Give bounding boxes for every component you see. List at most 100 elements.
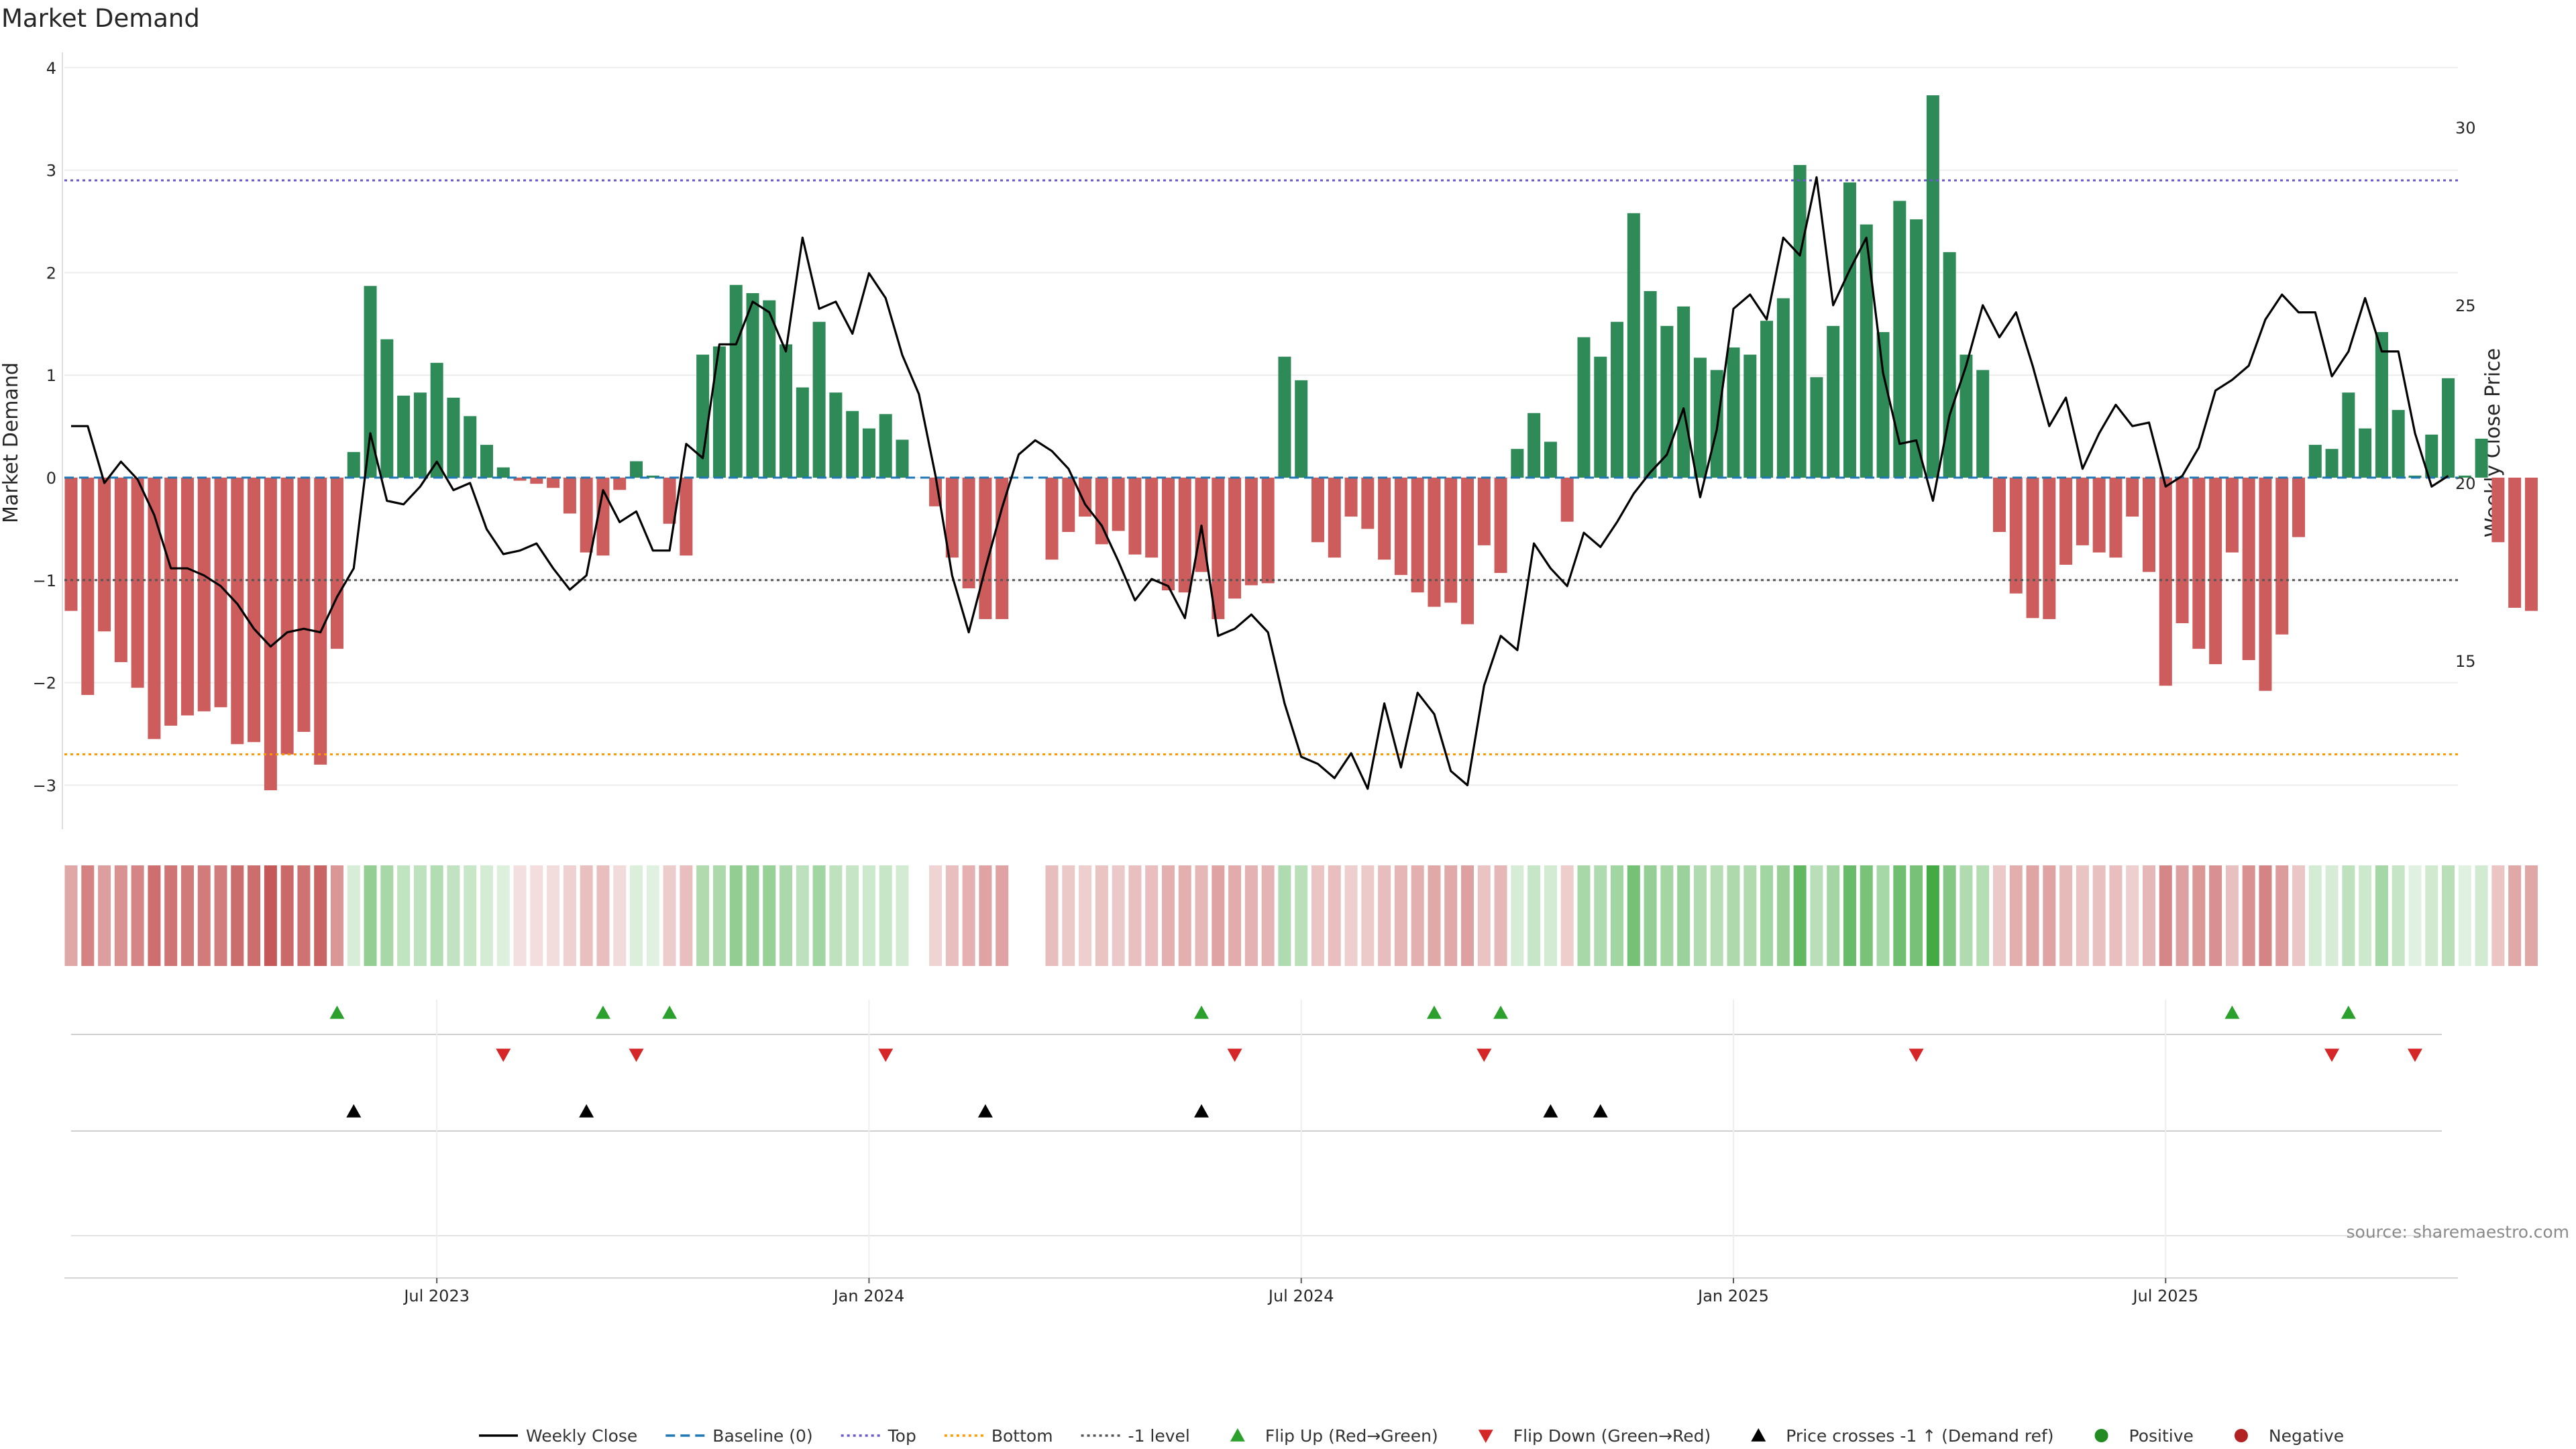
price-cross-marker	[977, 1104, 993, 1118]
demand-bar	[2126, 478, 2139, 517]
heat-cell	[447, 865, 460, 966]
demand-bar	[1112, 478, 1125, 531]
demand-bar	[879, 414, 892, 478]
demand-bar	[1295, 380, 1308, 478]
heat-cell	[1344, 865, 1358, 966]
demand-bar	[380, 339, 394, 478]
demand-bar	[2375, 332, 2388, 478]
heat-cell	[2092, 865, 2106, 966]
demand-bar	[2275, 478, 2289, 635]
heat-cell	[2342, 865, 2355, 966]
demand-bar	[1577, 337, 1591, 478]
demand-bar	[2076, 478, 2089, 545]
heat-cell	[1843, 865, 1856, 966]
demand-bar	[1827, 325, 1840, 478]
heat-cell	[2508, 865, 2522, 966]
heat-cell	[2009, 865, 2023, 966]
legend-label: Bottom	[991, 1426, 1053, 1446]
demand-bar	[1461, 478, 1474, 625]
legend-label: Positive	[2129, 1426, 2194, 1446]
heat-cell	[979, 865, 992, 966]
heat-cell	[496, 865, 510, 966]
demand-bar	[2442, 378, 2455, 478]
demand-bar	[2176, 478, 2189, 623]
heat-cell	[1976, 865, 1990, 966]
demand-bar	[1311, 478, 1324, 543]
heat-cell	[2524, 865, 2538, 966]
heat-cell	[214, 865, 227, 966]
demand-bar	[264, 478, 277, 791]
demand-bar	[2092, 478, 2106, 553]
demand-bar	[1943, 252, 1956, 478]
heat-cell	[1461, 865, 1474, 966]
heat-cell	[1128, 865, 1142, 966]
heat-cell	[1095, 865, 1108, 966]
heat-cell	[1710, 865, 1723, 966]
heat-cell	[1444, 865, 1458, 966]
demand-bar	[64, 478, 78, 611]
demand-bar	[1594, 356, 1607, 478]
heat-cell	[2275, 865, 2289, 966]
heat-cell	[1311, 865, 1324, 966]
heat-cell	[1827, 865, 1840, 966]
heat-cell	[397, 865, 411, 966]
demand-bar	[896, 439, 909, 478]
heat-cell	[580, 865, 593, 966]
price-cross-marker	[346, 1104, 362, 1118]
price-cross-marker	[1543, 1104, 1558, 1118]
demand-bar	[2325, 449, 2339, 478]
demand-bar	[1627, 213, 1640, 478]
demand-bar	[1843, 182, 1856, 478]
heat-cell	[1611, 865, 1624, 966]
flip-down-marker	[2324, 1049, 2340, 1062]
heat-cell	[1594, 865, 1607, 966]
heat-cell	[1212, 865, 1225, 966]
legend-label: Price crosses -1 ↑ (Demand ref)	[1786, 1426, 2053, 1446]
heat-cell	[1893, 865, 1907, 966]
heat-cell	[1677, 865, 1690, 966]
demand-bar	[1095, 478, 1108, 545]
demand-bar	[2408, 475, 2422, 478]
demand-bar	[2458, 475, 2471, 478]
heat-cell	[2408, 865, 2422, 966]
heat-cell	[2242, 865, 2255, 966]
heat-cell	[630, 865, 643, 966]
heat-cell	[1660, 865, 1674, 966]
heat-cell	[680, 865, 693, 966]
y-ticks: −3 −2 −1 0 1 2 3 4	[33, 59, 56, 796]
event-markers	[71, 1000, 2442, 1278]
demand-bar	[1976, 370, 1990, 478]
heat-cell	[879, 865, 892, 966]
demand-bar	[1560, 478, 1574, 522]
heat-cell	[380, 865, 394, 966]
demand-bar	[729, 284, 743, 478]
demand-bar	[962, 478, 975, 589]
heat-cell	[2308, 865, 2322, 966]
flip-up-marker	[2341, 1006, 2356, 1019]
legend: Weekly Close Baseline (0) Top Bottom -1 leve…	[479, 1426, 2344, 1446]
demand-bar	[496, 467, 510, 478]
heat-cell	[1960, 865, 1973, 966]
demand-heat-strip	[64, 865, 2538, 966]
heat-cell	[2442, 865, 2455, 966]
heat-cell	[1278, 865, 1291, 966]
flip-up-marker	[662, 1006, 678, 1019]
heat-cell	[812, 865, 826, 966]
demand-bar	[680, 478, 693, 556]
flip-down-marker	[878, 1049, 894, 1062]
heat-cell	[2109, 865, 2123, 966]
demand-bar	[1992, 478, 2006, 532]
legend-item: Flip Down (Green→Red)	[1478, 1426, 1711, 1446]
demand-bar	[1810, 377, 1823, 478]
demand-bar	[630, 461, 643, 478]
demand-bar	[712, 346, 726, 478]
demand-bar	[2508, 478, 2522, 608]
demand-bar	[2043, 478, 2056, 619]
demand-bar	[1793, 164, 1807, 478]
demand-bar	[1145, 478, 1159, 558]
heat-cell	[1394, 865, 1407, 966]
heat-cell	[613, 865, 627, 966]
heat-cell	[1527, 865, 1541, 966]
demand-bars	[64, 95, 2538, 791]
